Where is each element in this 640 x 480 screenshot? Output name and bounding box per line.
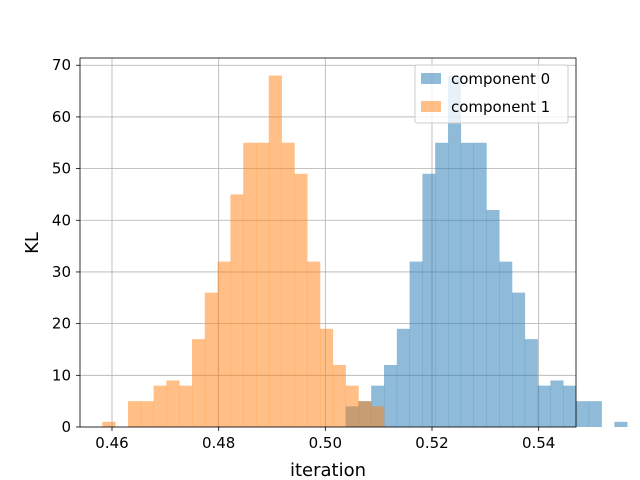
y-tick-label: 10 (52, 366, 71, 384)
histogram-bar-component-1 (204, 292, 218, 427)
y-tick-label: 0 (61, 418, 71, 436)
histogram-bar-component-1 (192, 339, 206, 427)
x-axis-label: iteration (290, 460, 366, 480)
y-axis-label: KL (22, 232, 43, 254)
legend-label-component-1: component 1 (451, 98, 550, 116)
y-tick-label: 30 (52, 263, 71, 281)
histogram-bar-component-0 (588, 401, 602, 427)
histogram-bar-component-1 (153, 385, 167, 427)
histogram-bar-component-1 (294, 173, 308, 427)
histogram-bar-component-1 (128, 401, 142, 427)
x-tick-label: 0.48 (202, 434, 235, 452)
y-tick-label: 50 (52, 160, 71, 178)
histogram-bar-component-1 (307, 261, 321, 427)
histogram-bar-component-0 (460, 142, 474, 428)
plot-frame (79, 57, 577, 428)
histogram-bar-component-1 (345, 385, 359, 427)
histogram-bar-component-0 (563, 385, 577, 427)
y-tick-label: 40 (52, 211, 71, 229)
histogram-bar-component-1 (281, 142, 295, 428)
histogram-bar-component-0 (396, 328, 410, 427)
histogram-bars (102, 75, 628, 428)
histogram-bar-component-0 (473, 142, 487, 428)
histogram-bar-component-0 (499, 261, 513, 427)
x-tick-label: 0.54 (522, 434, 555, 452)
histogram-bar-component-1 (371, 406, 385, 427)
histogram-bar-component-1 (102, 421, 116, 427)
histogram-bar-component-0 (512, 292, 526, 427)
histogram-bar-component-1 (217, 261, 231, 427)
legend-box (414, 64, 569, 124)
histogram-bar-component-1 (179, 385, 193, 427)
histogram-bar-component-0 (614, 421, 628, 427)
histogram-bar-component-0 (422, 173, 436, 427)
histogram-bar-component-0 (524, 339, 538, 427)
x-tick-label: 0.50 (309, 434, 342, 452)
x-tick-label: 0.46 (95, 434, 128, 452)
histogram-bar-component-1 (358, 401, 372, 427)
y-tick-label: 20 (52, 315, 71, 333)
histogram-bar-component-0 (486, 209, 500, 427)
histogram-bar-component-0 (550, 380, 564, 427)
axis-ticks: 0.46 0.48 0.50 0.52 0.54 0 10 20 30 40 50 60 70 (52, 56, 555, 452)
histogram-bar-component-1 (230, 194, 244, 427)
histogram-bar-component-1 (140, 401, 154, 427)
histogram-bar-component-0 (409, 261, 423, 427)
histogram-bar-component-1 (332, 364, 346, 427)
legend-label-component-0: component 0 (451, 70, 550, 88)
histogram-bar-component-1 (256, 142, 270, 428)
x-tick-label: 0.52 (415, 434, 448, 452)
histogram-bar-component-1 (166, 380, 180, 427)
histogram-bar-component-0 (576, 401, 590, 427)
y-tick-label: 60 (52, 108, 71, 126)
legend-swatch-component-0 (421, 73, 441, 84)
histogram-bar-component-1 (320, 328, 334, 427)
y-tick-label: 70 (52, 56, 71, 74)
legend: component 0 component 1 (414, 64, 569, 124)
histogram-bar-component-1 (268, 75, 282, 428)
histogram-bar-component-0 (448, 75, 462, 428)
histogram-bar-component-0 (537, 385, 551, 427)
histogram-bar-component-0 (435, 142, 449, 428)
histogram-bar-component-0 (384, 364, 398, 427)
histogram-bar-component-1 (243, 142, 257, 428)
legend-swatch-component-1 (421, 101, 441, 112)
